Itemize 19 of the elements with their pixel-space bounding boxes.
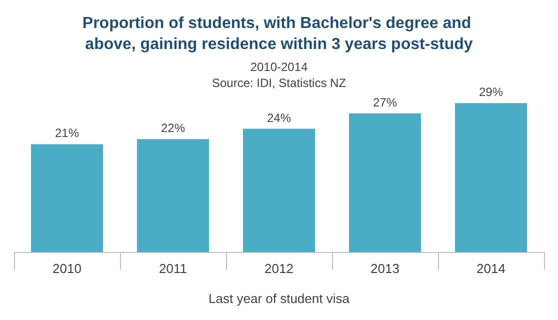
bar (242, 128, 316, 252)
bar (30, 144, 104, 252)
data-label: 22% (160, 121, 186, 136)
data-label: 27% (372, 95, 398, 110)
x-tick-label: 2010 (52, 261, 82, 276)
chart-title: Proportion of students, with Bachelor's degree and above, gaining residence within 3 years post-study (82, 15, 476, 53)
x-tick-label: 2011 (159, 261, 187, 276)
source-note: Source: IDI, Statistics NZ (212, 76, 346, 90)
x-tick-label: 2012 (264, 261, 294, 276)
bar (136, 139, 210, 252)
data-label: 29% (478, 85, 504, 100)
chart-subtitle: 2010-2014 (250, 60, 308, 74)
data-label: 21% (54, 126, 80, 140)
x-tick-label: 2014 (476, 261, 506, 276)
x-tick-label: 2013 (370, 261, 400, 276)
x-axis-title: Last year of student visa (208, 291, 350, 306)
bar (454, 103, 528, 252)
data-label: 24% (266, 110, 292, 125)
bar (348, 113, 422, 252)
